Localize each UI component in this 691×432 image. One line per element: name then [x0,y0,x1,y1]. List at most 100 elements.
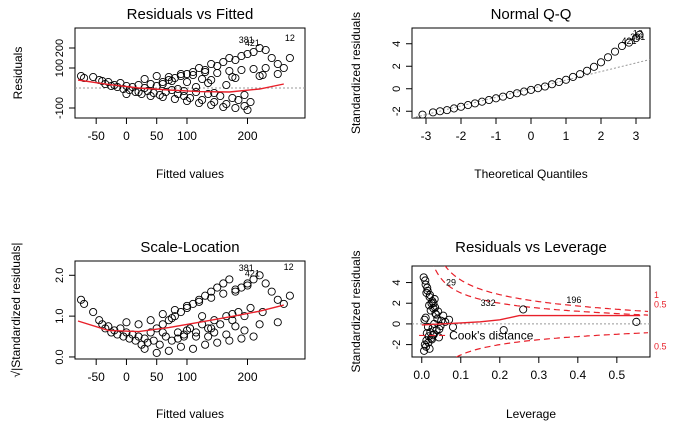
data-point [176,342,185,351]
data-point [423,283,432,292]
y-axis-label: Residuals [11,47,25,100]
data-point [423,322,433,332]
data-point [182,301,192,310]
data-point [540,82,550,91]
data-point [161,332,170,341]
data-point [237,65,246,75]
data-point [231,55,240,65]
cooks-contour-label: 0.5 [654,299,667,309]
data-point [176,69,185,79]
data-point [228,72,237,82]
data-point [182,326,192,335]
data-point [420,315,429,324]
data-point [228,93,237,103]
data-point [207,324,216,333]
y-axis-label: Standardized residuals [349,250,363,372]
data-point [243,49,252,59]
y-tick-label: 100 [54,59,66,77]
y-tick-label: -2 [391,106,403,116]
data-point [204,324,213,333]
x-tick-label: 0.4 [569,368,586,382]
data-point [207,59,216,69]
data-point [240,312,249,321]
data-point [207,293,216,302]
data-point [134,320,143,329]
data-point [149,336,158,345]
point-label: 12 [284,262,294,272]
data-point [249,64,258,74]
data-point [441,317,450,326]
data-point [167,314,176,323]
data-point [261,45,270,55]
data-point [140,74,149,84]
y-tick-label: 1.0 [54,308,66,323]
data-point [246,97,255,107]
data-point [526,85,536,94]
data-point [243,281,252,290]
x-tick-label: 100 [177,129,197,143]
data-point [173,328,182,337]
data-point [632,317,641,326]
data-point [170,73,179,83]
data-point [228,310,237,319]
data-point [167,76,176,86]
point-label: 196 [566,295,581,305]
y-tick-label: -2 [391,340,403,350]
data-point [231,285,240,294]
x-tick-label: 0.3 [530,368,547,382]
data-point [219,289,228,298]
data-point [122,318,131,327]
x-tick-label: -50 [88,129,106,143]
x-tick-label: 0.2 [491,368,508,382]
data-point [421,313,430,322]
y-tick-label: -100 [54,97,66,119]
data-point [185,93,195,103]
data-point [188,299,198,308]
data-point [255,43,264,53]
data-point [146,316,155,325]
data-point [234,95,243,105]
x-axis-label: Leverage [506,407,556,421]
chart-title: Normal Q-Q [491,6,572,23]
data-point [568,72,578,81]
y-tick-label: 4 [391,279,403,285]
data-point [152,348,161,357]
data-point [222,99,231,109]
point-label: 332 [481,298,496,308]
data-point [533,84,543,93]
data-point [225,53,234,63]
panel-3: Scale-Location Fitted values √|Standardize… [9,239,306,421]
data-point [146,328,155,337]
data-point [122,89,131,99]
data-point [237,334,246,343]
data-point [192,328,201,337]
data-point [519,305,528,314]
data-point [255,271,264,280]
x-tick-label: 0 [123,370,130,384]
data-point [158,310,167,319]
data-point [158,79,167,89]
data-point [261,279,270,288]
x-tick-label: 100 [177,370,197,384]
data-point [430,295,439,304]
data-point [201,340,210,349]
data-point [231,103,240,113]
data-point [77,295,86,304]
point-label: 29 [446,278,456,288]
data-point [273,59,282,69]
x-tick-label: 200 [237,129,257,143]
data-point [207,75,216,85]
data-point [240,326,249,335]
data-point [188,344,198,353]
data-point [243,279,252,288]
x-axis-label: Theoretical Quantiles [474,167,587,181]
panel-2: Normal Q-Q Theoretical Quantiles Standardi… [349,6,651,181]
data-point [140,334,149,343]
qq-reference-line [412,59,650,118]
chart-title: Scale-Location [140,239,239,256]
data-point [249,47,258,57]
data-point [207,100,216,110]
data-point [192,82,201,92]
data-point [182,77,192,87]
data-point [561,75,571,84]
